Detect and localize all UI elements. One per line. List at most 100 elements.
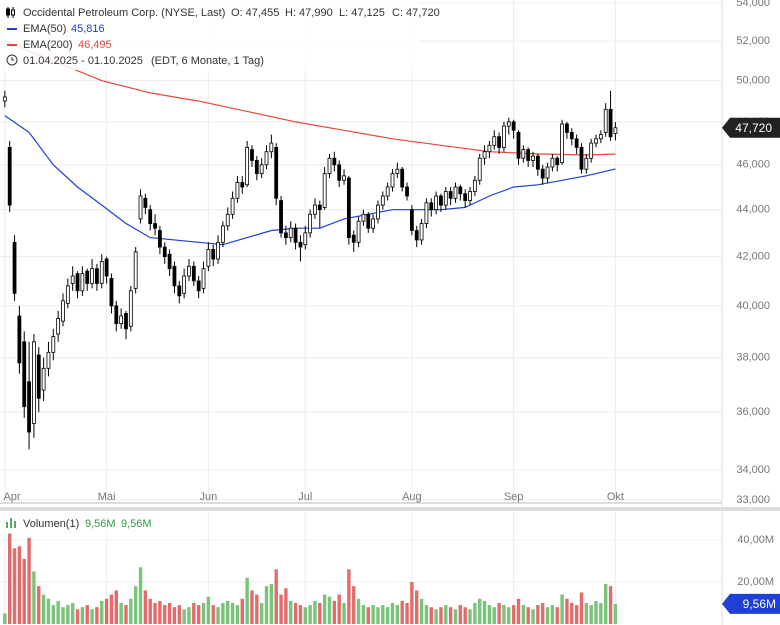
volume-bar	[3, 613, 7, 624]
volume-flag-label: 9,56M	[743, 597, 776, 611]
x-tick-label: Jun	[199, 491, 217, 503]
volume-bar	[230, 602, 235, 624]
candle-body	[482, 151, 487, 159]
x-tick-label: Mai	[98, 491, 116, 503]
volume-bar	[439, 607, 443, 624]
candle-body	[497, 136, 502, 148]
clock-hands	[11, 57, 14, 61]
volume-bar	[216, 607, 220, 624]
candle-body	[395, 168, 400, 175]
candle-body	[361, 213, 366, 222]
candle-body	[584, 157, 589, 170]
quote-low: L: 47,125	[339, 7, 385, 19]
candle-body	[124, 313, 128, 330]
candle-body	[65, 285, 70, 304]
candle-body	[327, 157, 332, 175]
volume-bar	[405, 602, 409, 624]
volume-bar	[390, 602, 395, 624]
candle-body	[603, 108, 608, 133]
volume-bar	[27, 537, 31, 624]
candle-body	[114, 305, 119, 325]
candle-body	[109, 278, 114, 307]
volume-bar	[46, 598, 51, 624]
volume-bar	[347, 569, 351, 624]
volume-bar	[468, 609, 472, 624]
volume-bar	[550, 605, 555, 624]
volume-bar	[381, 605, 385, 624]
candle-body	[167, 253, 172, 270]
price-flag-label: 47,720	[735, 121, 772, 135]
volume-bar	[482, 600, 487, 624]
volume-bar	[293, 602, 298, 624]
candle-body	[90, 268, 94, 284]
volume-bar	[448, 607, 453, 624]
volume-bar	[167, 602, 172, 624]
volume-bar	[284, 588, 288, 624]
volume-bar	[361, 605, 366, 624]
candle-body	[206, 249, 211, 267]
volume-bar	[555, 607, 559, 624]
volume-bar	[458, 605, 463, 624]
candle-body	[104, 258, 109, 277]
volume-value: 9,56M	[85, 518, 116, 530]
candle-body	[337, 164, 342, 181]
volume-bar	[584, 602, 589, 624]
volume-bar	[502, 605, 506, 624]
volume-bar	[395, 605, 400, 624]
candle-body	[405, 186, 409, 197]
candle-body	[356, 220, 361, 243]
volume-bar	[226, 600, 230, 624]
volume-bar	[419, 598, 424, 624]
volume-bar	[41, 594, 46, 624]
candle-body	[191, 265, 196, 282]
candle-body	[594, 138, 598, 144]
candle-body	[346, 177, 351, 238]
candle-body	[569, 132, 574, 140]
candle-body	[187, 265, 191, 277]
volume-bar	[298, 605, 303, 624]
volume-bar	[608, 586, 613, 624]
candle-body	[419, 223, 424, 241]
volume-bar	[313, 600, 317, 624]
y-tick-label: 42,000	[736, 251, 770, 263]
volume-bar	[37, 586, 41, 624]
volume-bar	[429, 607, 433, 624]
volume-bar	[371, 605, 375, 624]
volume-bar	[308, 605, 312, 624]
candle-body	[119, 315, 124, 325]
volume-bar	[613, 603, 618, 624]
candle-body	[332, 157, 337, 166]
volume-bar	[570, 602, 574, 624]
candle-body	[158, 230, 162, 248]
candle-body	[589, 142, 594, 159]
candle-body	[283, 232, 288, 238]
candle-body	[448, 191, 453, 199]
volume-bar	[250, 590, 254, 624]
volume-bar	[604, 584, 608, 624]
volume-bar	[289, 600, 293, 624]
volume-bar	[255, 594, 259, 624]
volume-bar	[516, 598, 521, 624]
candle-body	[579, 147, 584, 170]
volume-bar	[240, 598, 244, 624]
price-flag	[722, 117, 780, 138]
volume-bar	[75, 609, 80, 624]
candle-body	[32, 341, 36, 424]
candle-body	[27, 381, 31, 433]
candle-body	[250, 149, 254, 161]
candle-body	[51, 336, 56, 353]
volume-bar	[521, 605, 526, 624]
x-tick-label: Apr	[3, 491, 20, 503]
x-tick-label: Jul	[298, 491, 312, 503]
volume-bar	[526, 607, 530, 624]
volume-bar	[303, 607, 307, 624]
y-tick-label: 20,00M	[737, 576, 774, 588]
candle-body	[303, 232, 308, 246]
volume-bar	[177, 605, 181, 624]
candle-body	[279, 200, 283, 234]
candle-body	[56, 318, 61, 335]
period: 01.04.2025 - 01.10.2025	[23, 55, 143, 67]
candle-body	[439, 195, 443, 206]
volume-bar	[565, 598, 569, 624]
